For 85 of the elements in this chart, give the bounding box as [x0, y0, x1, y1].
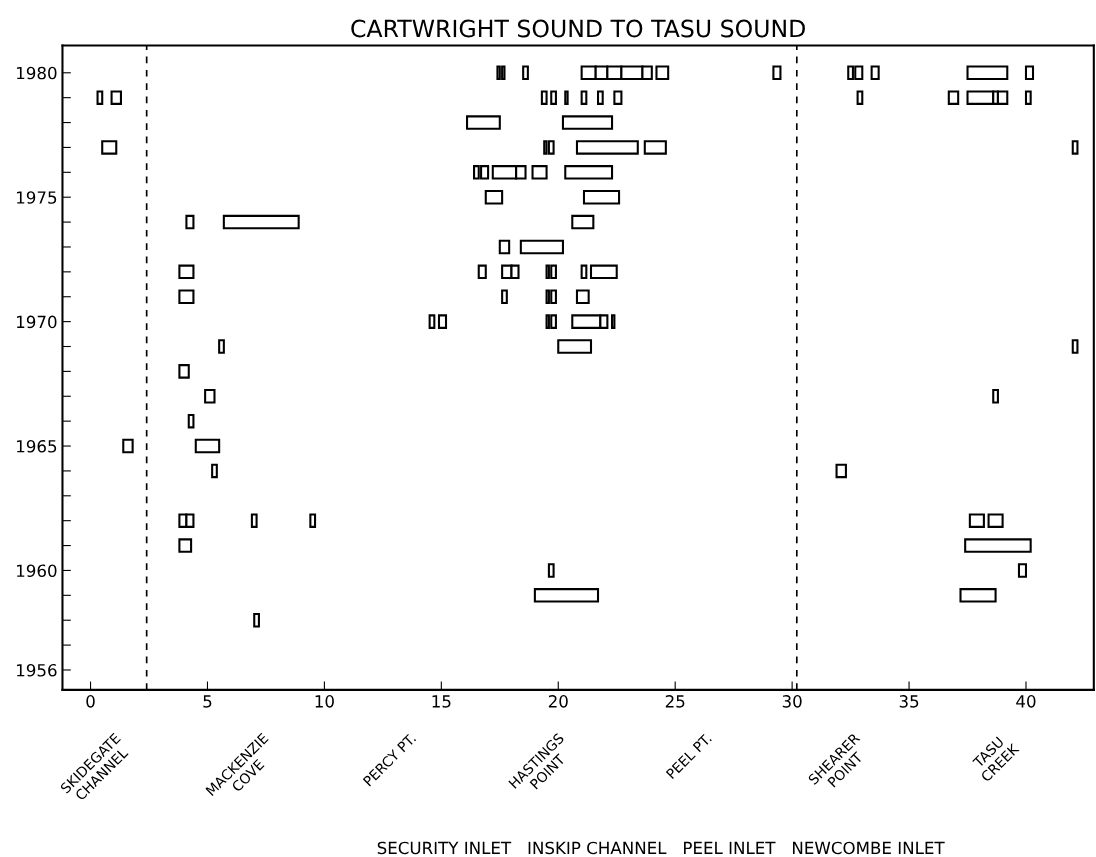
x-tick-label: 25: [665, 695, 685, 708]
bar: [968, 513, 985, 528]
bar: [987, 513, 1004, 528]
bar: [101, 140, 118, 155]
bar: [96, 90, 104, 105]
bar: [589, 264, 618, 280]
bar: [947, 90, 960, 105]
bar: [547, 563, 555, 578]
bar: [437, 314, 448, 329]
bar: [550, 264, 557, 280]
bar: [550, 289, 557, 304]
bar: [547, 140, 555, 155]
bar: [1024, 65, 1035, 81]
chart-title: CARTWRIGHT SOUND TO TASU SOUND: [351, 19, 805, 38]
bar: [856, 90, 864, 105]
bar: [194, 438, 221, 454]
bar: [309, 513, 317, 528]
bar: [550, 314, 557, 329]
bar: [1071, 339, 1079, 354]
x-tick-label: 40: [1016, 695, 1036, 708]
bar: [1024, 90, 1032, 105]
bar: [966, 90, 995, 105]
bar: [580, 90, 588, 105]
bar: [178, 264, 195, 280]
bar: [564, 90, 569, 105]
bar: [772, 65, 782, 81]
y-tick-label: 1956: [17, 663, 57, 677]
bar: [250, 513, 258, 528]
x-tick-label: 15: [432, 695, 451, 708]
bar: [1017, 563, 1028, 578]
bar: [611, 314, 616, 329]
bar: [655, 65, 670, 81]
bar: [835, 463, 847, 479]
bar: [498, 239, 511, 255]
bar: [178, 538, 193, 553]
y-tick-label: 1980: [17, 66, 57, 80]
x-tick-label: 10: [315, 695, 334, 708]
bar: [557, 339, 593, 354]
bar: [211, 463, 218, 479]
bar: [561, 115, 614, 130]
bar: [178, 289, 195, 304]
bar: [110, 90, 122, 105]
y-tick-label: 1965: [17, 440, 57, 453]
bar: [564, 165, 614, 180]
bar: [466, 115, 501, 130]
bar: [185, 214, 195, 230]
bar: [571, 214, 595, 230]
y-tick-label: 1970: [17, 315, 57, 329]
bar: [540, 90, 548, 105]
bar: [533, 588, 600, 603]
bar: [501, 289, 508, 304]
bar: [531, 165, 548, 180]
bar: [253, 612, 260, 628]
bar: [575, 289, 590, 304]
x-tick-label: 20: [548, 695, 568, 708]
bar: [959, 588, 997, 603]
x-tick-label: 35: [899, 695, 919, 708]
x-tick-label: 5: [203, 695, 212, 708]
text: SECURITY INLET INSKIP CHANNEL PEEL INLET NEWCOMBE INLET: [377, 841, 945, 855]
bar: [428, 314, 436, 329]
bar: [1071, 140, 1079, 155]
bar: [550, 90, 557, 105]
x-tick-label: 30: [782, 695, 802, 708]
y-tick-label: 1960: [17, 564, 57, 578]
bar: [964, 538, 1032, 553]
x-tick-label: 0: [86, 695, 95, 708]
bar: [870, 65, 880, 81]
bar: [966, 65, 1009, 81]
bar: [204, 389, 216, 404]
bar: [575, 140, 639, 155]
bar: [519, 239, 564, 255]
bar: [996, 90, 1009, 105]
bar: [484, 189, 504, 205]
y-tick-label: 1975: [17, 191, 57, 204]
bar: [222, 214, 300, 230]
bar: [477, 264, 487, 280]
bar: [522, 65, 529, 81]
bar: [218, 339, 225, 354]
bar: [613, 90, 623, 105]
bar: [643, 140, 667, 155]
bar: [992, 389, 999, 404]
bar: [122, 438, 134, 454]
bar: [596, 90, 604, 105]
bar: [582, 189, 621, 205]
bar: [178, 364, 190, 379]
